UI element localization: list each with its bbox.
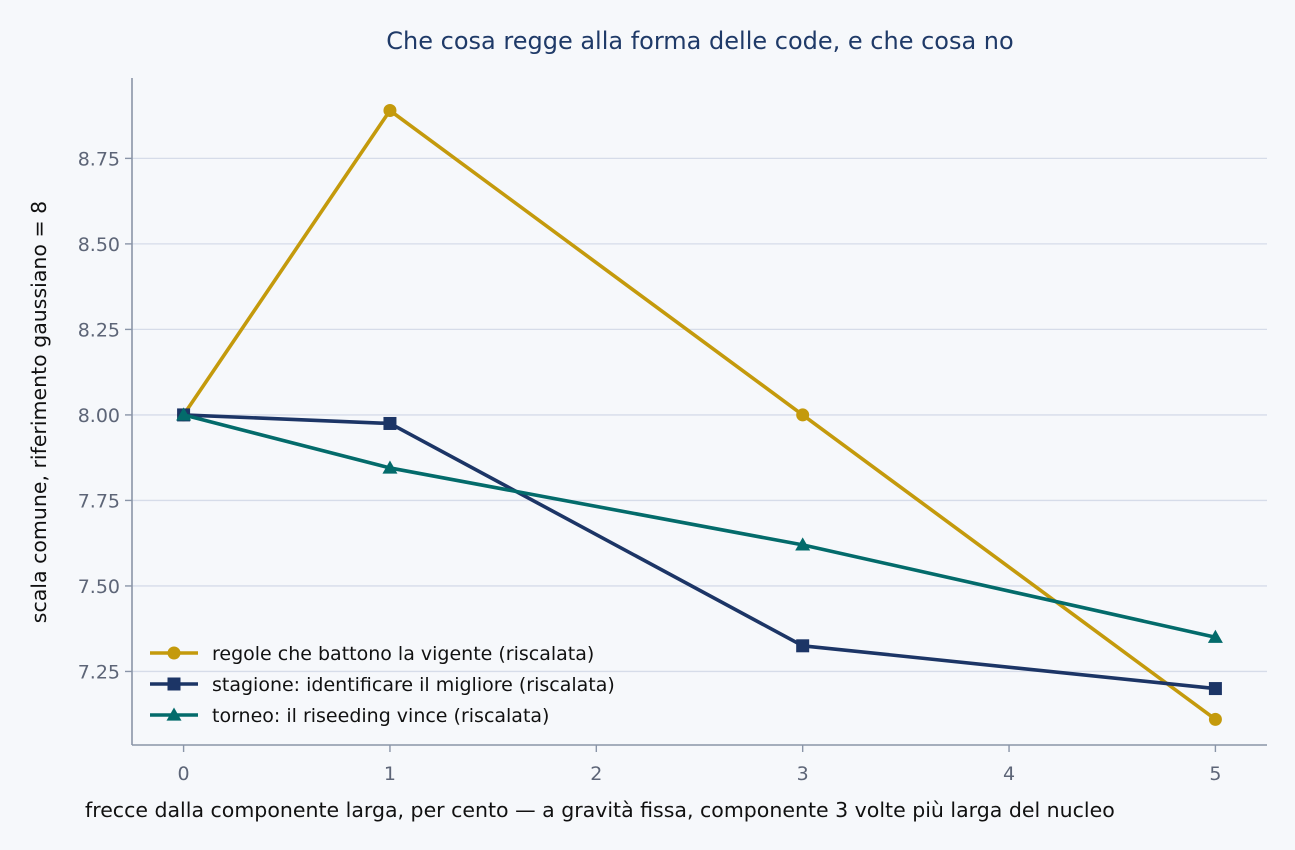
series-group xyxy=(176,103,1223,726)
data-point xyxy=(796,639,810,653)
data-point xyxy=(383,103,397,117)
data-point xyxy=(383,416,397,430)
data-point xyxy=(176,407,192,421)
data-point xyxy=(1207,629,1223,643)
y-tick-label: 8.00 xyxy=(78,405,120,427)
chart-title: Che cosa regge alla forma delle code, e … xyxy=(386,27,1013,55)
legend-item-1: regole che battono la vigente (riscalata… xyxy=(150,643,594,665)
x-tick-label: 4 xyxy=(1003,763,1015,785)
data-point xyxy=(795,537,811,551)
legend-swatch-marker xyxy=(167,646,181,660)
x-tick-label: 2 xyxy=(590,763,602,785)
x-tick-label: 0 xyxy=(178,763,190,785)
series-line xyxy=(183,413,1216,691)
y-axis-label: scala comune, riferimento gaussiano = 8 xyxy=(27,201,51,623)
x-tick-label: 5 xyxy=(1209,763,1221,785)
legend-swatch-marker xyxy=(167,677,181,691)
data-point xyxy=(1208,682,1222,696)
x-tick-label: 1 xyxy=(384,763,396,785)
data-point xyxy=(796,408,810,422)
axes xyxy=(131,78,1267,746)
y-tick-label: 8.50 xyxy=(78,234,120,256)
x-axis-label: frecce dalla componente larga, per cento… xyxy=(85,798,1115,822)
y-tick-label: 7.75 xyxy=(78,490,120,512)
data-point xyxy=(382,460,398,474)
legend: regole che battono la vigente (riscalata… xyxy=(150,643,615,727)
gridlines xyxy=(132,157,1267,673)
legend-label: torneo: il riseeding vince (riscalata) xyxy=(212,705,549,727)
series-3 xyxy=(176,407,1223,643)
y-tick-label: 8.25 xyxy=(78,319,120,341)
legend-label: regole che battono la vigente (riscalata… xyxy=(212,643,594,665)
legend-item-2: stagione: identificare il migliore (risc… xyxy=(150,674,615,696)
y-tick-label: 8.75 xyxy=(78,148,120,170)
legend-item-3: torneo: il riseeding vince (riscalata) xyxy=(150,705,549,727)
series-line xyxy=(182,108,1217,721)
data-point xyxy=(1208,712,1222,726)
legend-swatch-marker xyxy=(166,707,182,721)
x-axis-ticks: 0 1 2 3 4 5 xyxy=(178,745,1221,785)
y-tick-label: 7.50 xyxy=(78,576,120,598)
legend-label: stagione: identificare il migliore (risc… xyxy=(212,674,615,696)
x-tick-label: 3 xyxy=(797,763,809,785)
y-tick-label: 7.25 xyxy=(78,661,120,683)
series-line xyxy=(183,413,1216,640)
y-axis-ticks: 7.25 7.50 7.75 8.00 8.25 8.50 8.75 xyxy=(78,148,132,683)
